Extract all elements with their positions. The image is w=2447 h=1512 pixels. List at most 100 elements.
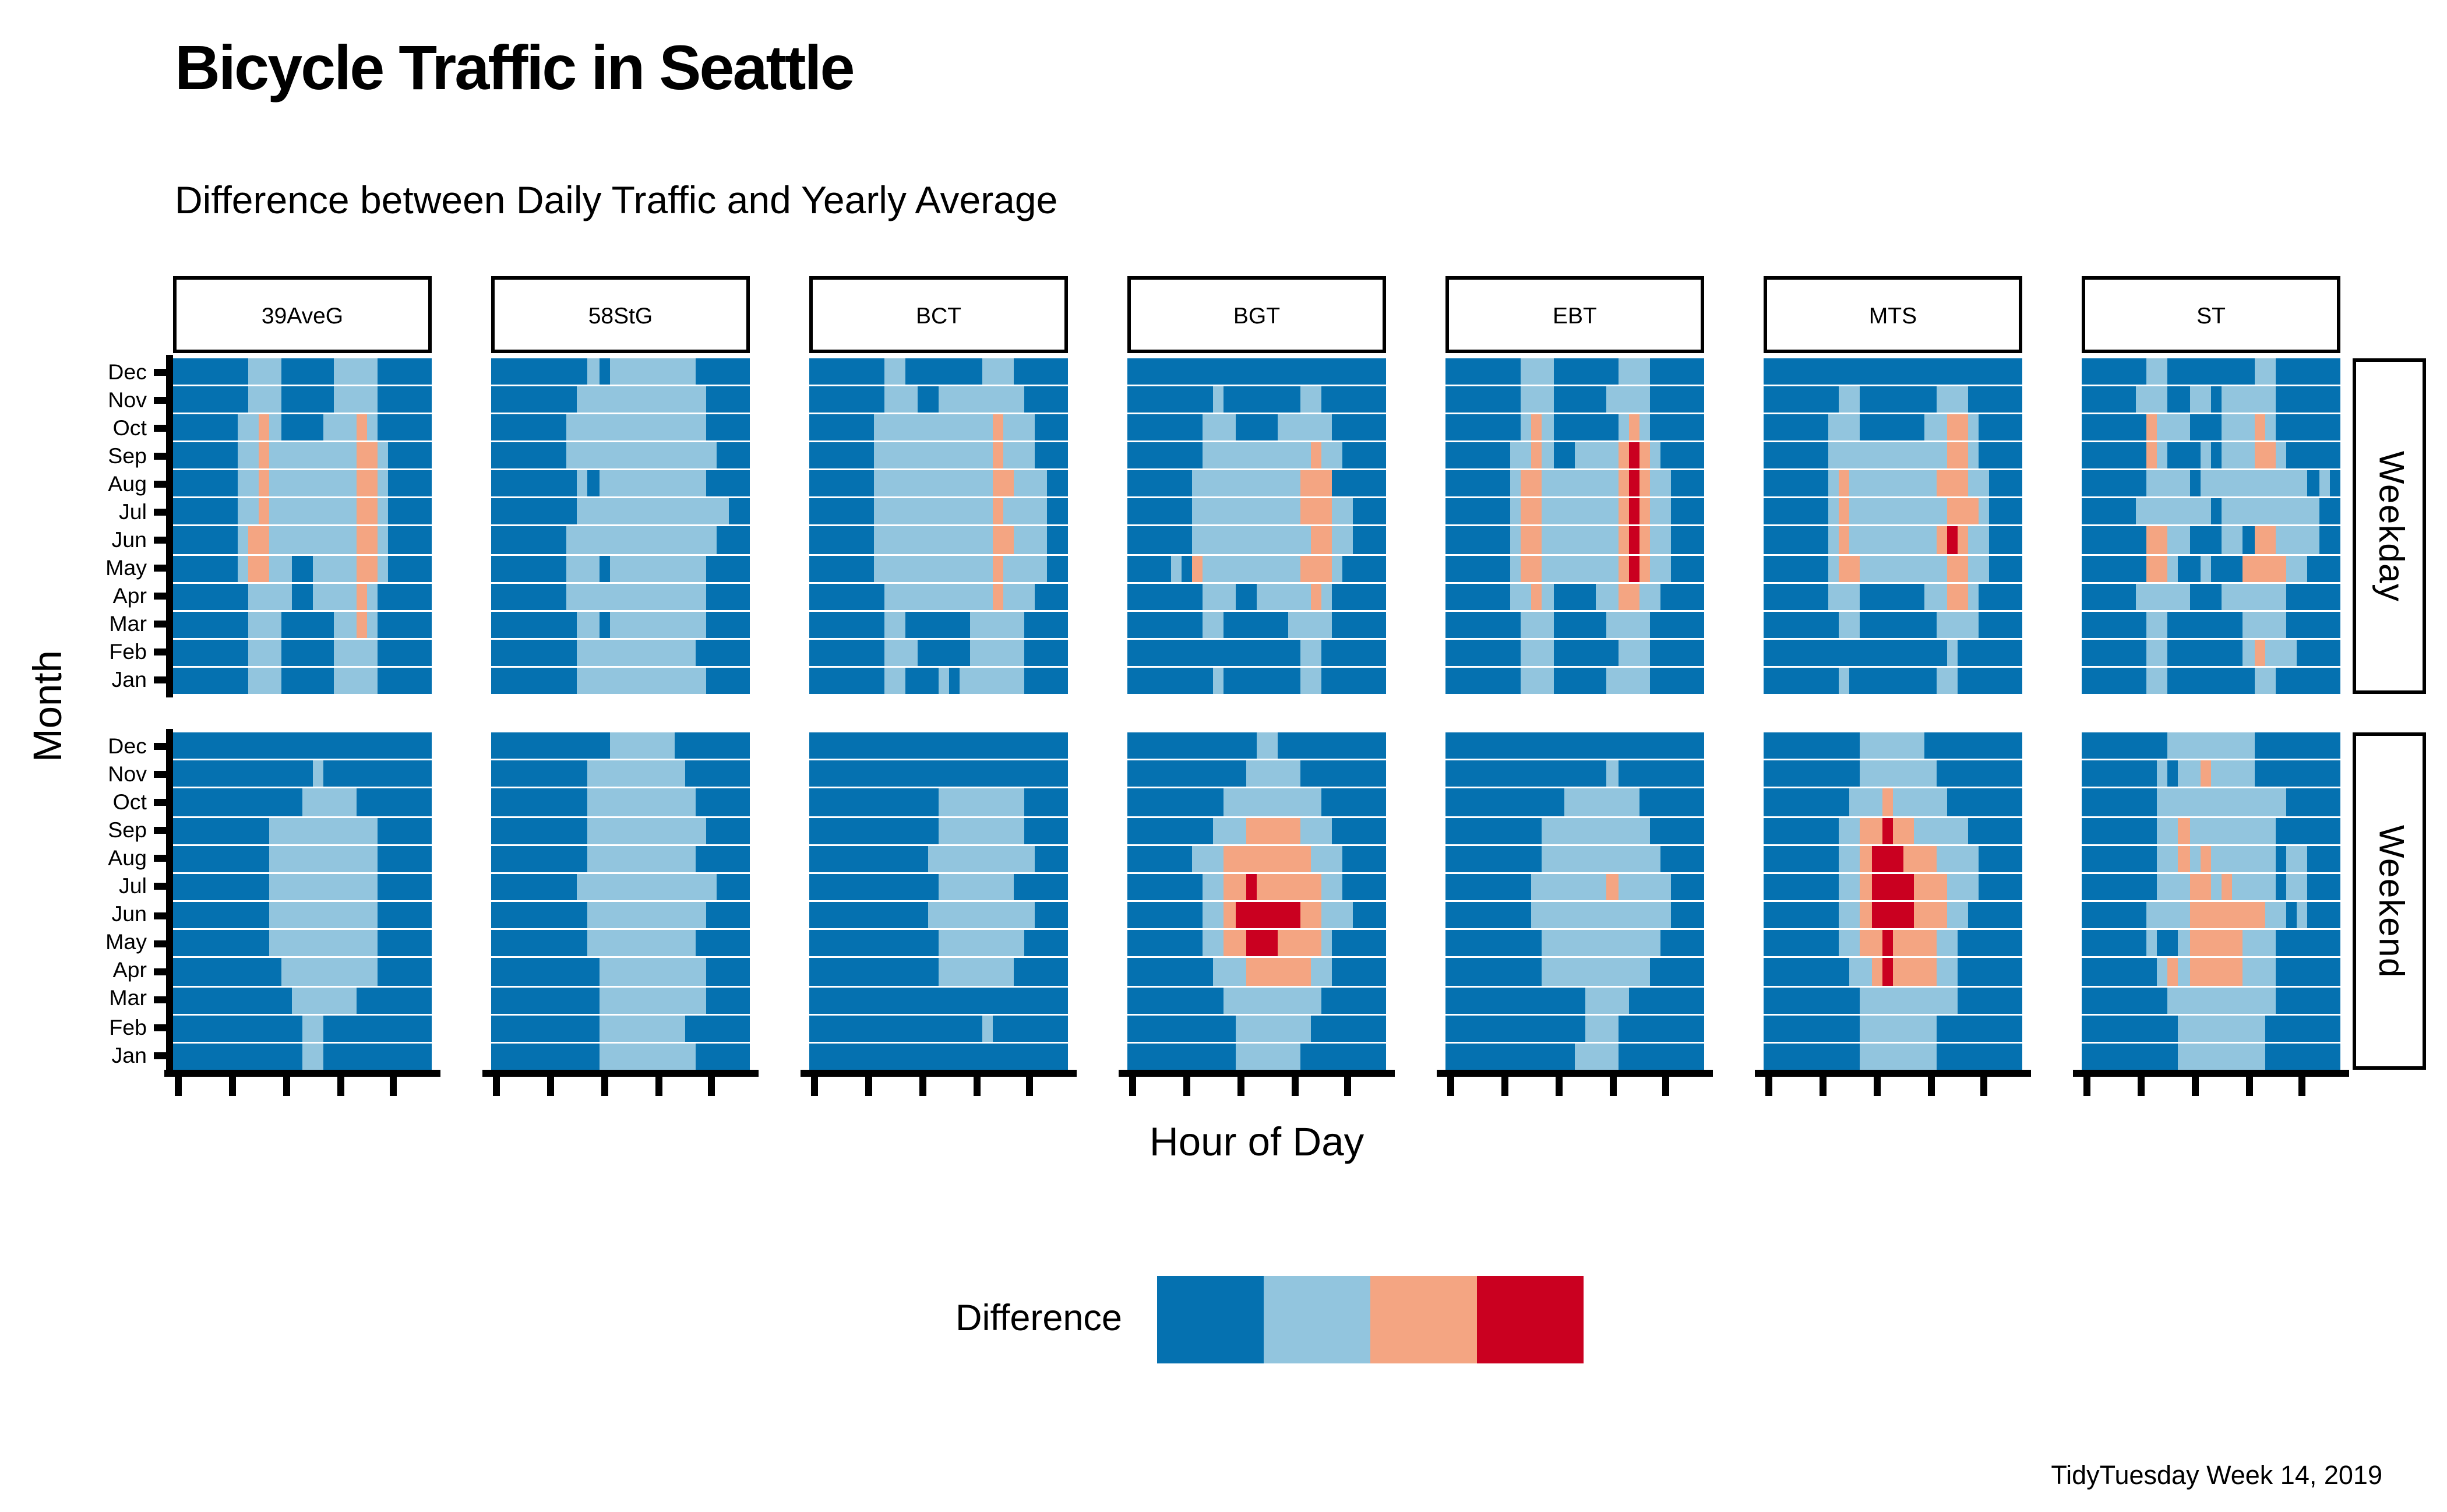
heatmap-cell (1332, 555, 1343, 581)
heatmap-cell (1445, 470, 1457, 498)
heatmap-cell (1672, 986, 1683, 1013)
heatmap-cell (1817, 788, 1828, 816)
heatmap-cell (1127, 732, 1138, 759)
heatmap-cell (2092, 845, 2103, 872)
heatmap-cell (1466, 817, 1478, 844)
heatmap-cell (1817, 470, 1828, 498)
heatmap-cell (820, 845, 831, 872)
x-axis-line (164, 1070, 440, 1077)
heatmap-cell (577, 986, 588, 1013)
heatmap-cell (1364, 1043, 1376, 1070)
heatmap-cell (410, 930, 421, 957)
heatmap-cell (2275, 845, 2287, 872)
heatmap-cell (1224, 930, 1235, 957)
x-axis (164, 1070, 440, 1098)
heatmap-cell (1882, 555, 1893, 581)
heatmap-cell (523, 527, 534, 554)
heatmap-cell (928, 817, 939, 844)
heatmap-panel-weekday-mts (1764, 358, 2022, 694)
heatmap-cell (1310, 817, 1321, 844)
heatmap-cell (949, 958, 960, 985)
heatmap-cell (1650, 639, 1661, 666)
heatmap-cell (366, 817, 378, 844)
heatmap-cell (1693, 414, 1704, 441)
heatmap-cell (323, 817, 335, 844)
heatmap-cell (696, 958, 707, 985)
heatmap-cell (1650, 958, 1661, 985)
heatmap-cell (1531, 414, 1543, 441)
heatmap-cell (863, 958, 874, 985)
heatmap-cell (1617, 611, 1629, 638)
month-row: Apr (28, 957, 166, 985)
heatmap-cell (1785, 611, 1796, 638)
axis-tick (154, 827, 166, 834)
heatmap-cell (1310, 583, 1321, 610)
heatmap-cell (588, 667, 599, 694)
heatmap-cell (1796, 386, 1807, 413)
heatmap-cell (2275, 499, 2287, 526)
heatmap-cell (1531, 667, 1543, 694)
heatmap-cell (1181, 611, 1192, 638)
heatmap-cell (1660, 732, 1672, 759)
heatmap-cell (291, 788, 302, 816)
heatmap-cell (1817, 958, 1828, 985)
heatmap-cell (717, 414, 728, 441)
heatmap-cell (1170, 930, 1182, 957)
heatmap-cell (1585, 527, 1596, 554)
heatmap-cell (259, 527, 270, 554)
heatmap-cell (1764, 499, 1775, 526)
heatmap-cell (1542, 817, 1553, 844)
axis-tick (1663, 1077, 1670, 1096)
heatmap-cell (1979, 611, 1990, 638)
heatmap-cell (916, 1043, 928, 1070)
heatmap-cell (2200, 442, 2211, 469)
heatmap-cell (1957, 958, 1969, 985)
heatmap-cell (345, 667, 357, 694)
heatmap-cell (2232, 788, 2244, 816)
heatmap-cell (1267, 732, 1278, 759)
heatmap-cell (491, 845, 502, 872)
heatmap-cell (1785, 414, 1796, 441)
heatmap-cell (873, 386, 885, 413)
heatmap-cell (399, 788, 410, 816)
heatmap-cell (685, 470, 696, 498)
heatmap-cell (345, 442, 357, 469)
heatmap-cell (1860, 583, 1871, 610)
heatmap-cell (1488, 930, 1500, 957)
heatmap-cell (588, 845, 599, 872)
heatmap-cell (2308, 611, 2319, 638)
heatmap-cell (184, 414, 195, 441)
heatmap-cell (1148, 611, 1160, 638)
heatmap-cell (512, 386, 524, 413)
heatmap-cell (1882, 527, 1893, 554)
heatmap-cell (302, 639, 313, 666)
heatmap-cell (2178, 845, 2189, 872)
heatmap-cell (2124, 358, 2136, 385)
heatmap-cell (2178, 1014, 2189, 1042)
heatmap-cell (291, 555, 302, 581)
heatmap-cell (1968, 873, 1979, 900)
heatmap-cell (1332, 358, 1343, 385)
heatmap-cell (728, 1043, 739, 1070)
heatmap-cell (992, 639, 1003, 666)
heatmap-cell (588, 1014, 599, 1042)
heatmap-cell (2124, 986, 2136, 1013)
heatmap-cell (1585, 760, 1596, 787)
heatmap-cell (2011, 958, 2022, 985)
heatmap-cell (216, 639, 227, 666)
heatmap-cell (410, 732, 421, 759)
heatmap-cell (2222, 817, 2233, 844)
heatmap-cell (620, 667, 632, 694)
heatmap-cell (1035, 986, 1046, 1013)
heatmap-cell (2210, 958, 2222, 985)
heatmap-cell (205, 386, 216, 413)
heatmap-cell (1342, 555, 1354, 581)
heatmap-cell (809, 958, 820, 985)
heatmap-cell (1181, 788, 1192, 816)
heatmap-cell (949, 986, 960, 1013)
heatmap-cell (2124, 386, 2136, 413)
heatmap-cell (2265, 732, 2276, 759)
heatmap-cell (609, 442, 620, 469)
heatmap-cell (1585, 555, 1596, 581)
legend: Difference (734, 1276, 1584, 1363)
